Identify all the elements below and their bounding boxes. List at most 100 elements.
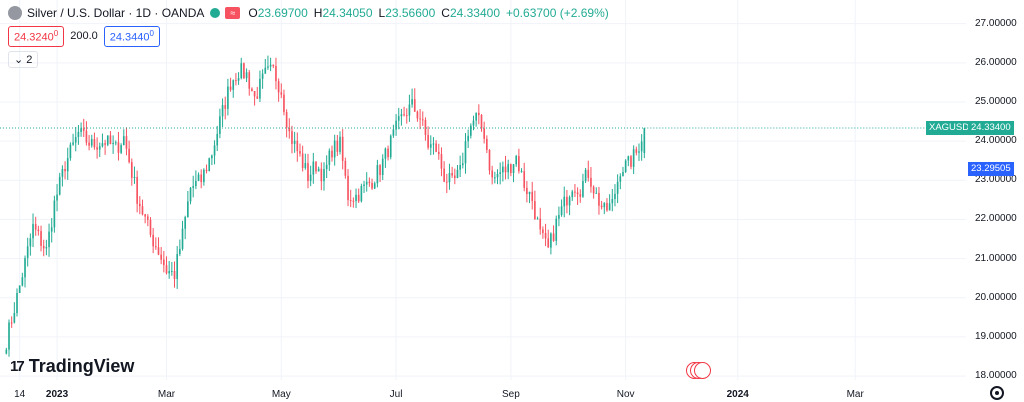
y-tick-label: 22.00000 <box>975 213 1017 225</box>
candle <box>296 132 299 162</box>
candle <box>285 109 288 138</box>
candle <box>21 272 24 287</box>
candle <box>435 140 437 153</box>
ohlc-value: +0.63700 (+2.69%) <box>506 6 609 20</box>
collapse-indicators-button[interactable]: ⌄ 2 <box>8 51 39 68</box>
candle <box>357 188 360 204</box>
candle <box>245 68 248 82</box>
x-tick-label: 2024 <box>726 389 749 400</box>
candle <box>56 184 58 212</box>
candle <box>128 140 130 164</box>
candle <box>502 161 504 182</box>
events-icon[interactable] <box>686 362 711 379</box>
candle <box>534 190 536 220</box>
candle <box>219 108 221 139</box>
candle <box>224 96 227 120</box>
candle <box>421 111 424 126</box>
candle <box>624 159 627 173</box>
candle <box>640 134 643 161</box>
candle <box>339 131 341 155</box>
candle <box>603 202 606 215</box>
tradingview-logo: 17 TradingView <box>10 356 135 376</box>
candle <box>349 189 352 208</box>
candle <box>184 215 187 240</box>
sell-button[interactable]: 24.32400 <box>8 26 65 47</box>
candle <box>283 89 285 116</box>
candle <box>26 237 29 267</box>
candle <box>592 185 595 199</box>
candle <box>208 157 211 172</box>
candle <box>547 229 550 248</box>
candle <box>288 118 291 139</box>
candle <box>616 174 619 204</box>
buy-button[interactable]: 24.34400 <box>103 26 160 47</box>
candle <box>542 226 544 239</box>
reference-price-tag: 23.29505 <box>968 161 1014 176</box>
candle <box>560 199 563 217</box>
candle <box>336 134 339 157</box>
ohlc-values: O23.69700 H24.34050 L23.56600 C24.33400 +0.6… <box>248 6 614 20</box>
candle <box>98 142 101 158</box>
candle <box>622 166 624 177</box>
candle <box>555 215 558 246</box>
candle <box>29 233 32 256</box>
candle <box>299 143 301 157</box>
settings-icon[interactable] <box>990 386 1004 400</box>
candle <box>392 124 395 138</box>
y-tick-label: 26.00000 <box>975 56 1017 68</box>
candle <box>405 108 408 124</box>
candle <box>133 166 136 184</box>
symbol-icon[interactable] <box>8 6 22 20</box>
candle <box>550 232 552 255</box>
ohlc-value: 23.69700 <box>257 6 308 20</box>
candle <box>61 165 64 187</box>
candle <box>269 57 272 72</box>
candle <box>309 165 312 187</box>
candle <box>563 186 566 218</box>
candle <box>520 168 523 173</box>
candle <box>429 135 432 156</box>
ohlc-key: L <box>378 6 386 20</box>
market-status-icon <box>210 8 221 18</box>
candle <box>203 168 205 186</box>
candle <box>136 170 138 213</box>
candle <box>371 178 373 190</box>
candle <box>576 187 579 205</box>
candle <box>510 163 512 177</box>
candle <box>243 62 245 80</box>
candle <box>227 78 229 116</box>
candle <box>395 114 397 136</box>
x-tick-label: Sep <box>501 389 520 400</box>
candle <box>416 110 419 122</box>
candle <box>365 172 368 192</box>
candle <box>437 143 440 160</box>
candle <box>5 347 8 355</box>
candle <box>389 134 392 160</box>
candle <box>277 78 280 102</box>
candle <box>163 251 165 273</box>
y-tick-label: 24.00000 <box>975 135 1017 147</box>
candle <box>176 246 179 289</box>
candle <box>272 64 275 68</box>
ohlc-value: 23.56600 <box>385 6 436 20</box>
candle <box>114 140 117 146</box>
candle <box>235 73 237 86</box>
candle <box>42 239 45 257</box>
candle <box>611 188 614 212</box>
candle <box>221 98 224 127</box>
candle <box>528 191 531 204</box>
candle <box>50 218 53 243</box>
candle <box>280 83 283 99</box>
candle <box>18 285 21 294</box>
candle <box>112 135 114 154</box>
symbol-title[interactable]: Silver / U.S. Dollar · 1D · OANDA <box>27 6 205 20</box>
flag-icon[interactable]: ≈ <box>225 7 241 19</box>
candle <box>312 152 315 184</box>
candle <box>600 200 603 210</box>
candle <box>491 165 494 185</box>
candle <box>445 173 448 194</box>
candle <box>536 216 539 220</box>
candle <box>152 228 154 254</box>
candle <box>138 196 141 215</box>
